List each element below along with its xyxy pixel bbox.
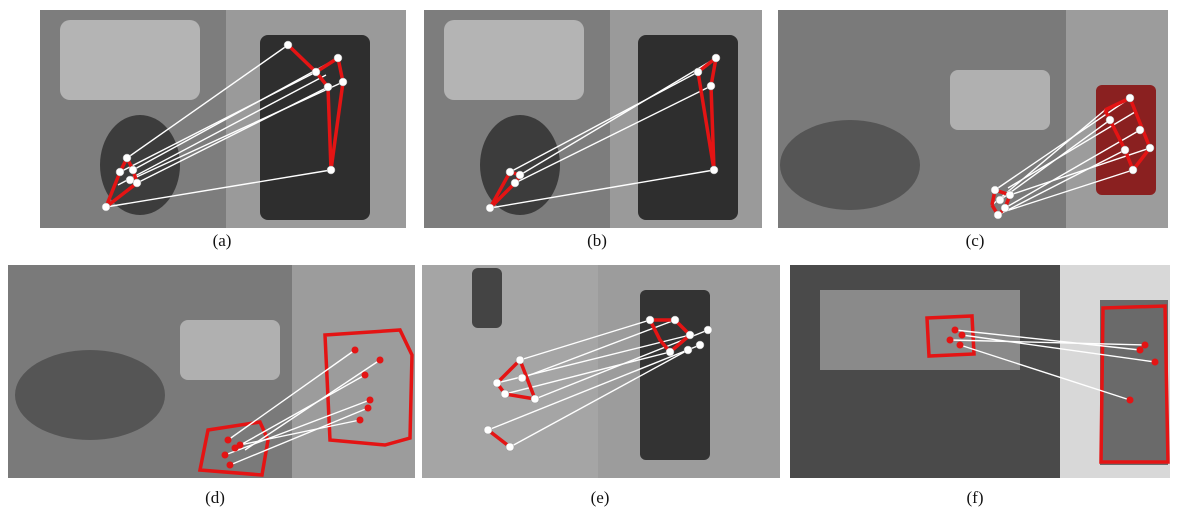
panel-a: (a) [40, 10, 406, 250]
panel-d: (d) [8, 265, 415, 507]
model-object [638, 35, 738, 220]
caption: (d) [205, 488, 225, 507]
scene-object [15, 350, 165, 440]
scene-object [472, 268, 502, 328]
scene-object [780, 120, 920, 210]
scene-object [480, 115, 560, 215]
scene-object [820, 290, 1020, 370]
panel-c: (c) [778, 10, 1168, 250]
model-object [640, 290, 710, 460]
caption: (e) [591, 488, 610, 507]
figure: (a) (b) [0, 0, 1177, 511]
panel-b: (b) [424, 10, 762, 250]
scene-object [60, 20, 200, 100]
scene-object [444, 20, 584, 100]
caption: (b) [587, 231, 607, 250]
scene-object [950, 70, 1050, 130]
model-object [1100, 300, 1168, 465]
panel-f: (f) [790, 265, 1170, 507]
scene-object [180, 320, 280, 380]
model-image [292, 265, 415, 478]
caption: (f) [967, 488, 984, 507]
model-object [260, 35, 370, 220]
panel-e: (e) [422, 265, 780, 507]
caption: (a) [213, 231, 232, 250]
caption: (c) [966, 231, 985, 250]
page: (a) (b) [0, 0, 1177, 511]
